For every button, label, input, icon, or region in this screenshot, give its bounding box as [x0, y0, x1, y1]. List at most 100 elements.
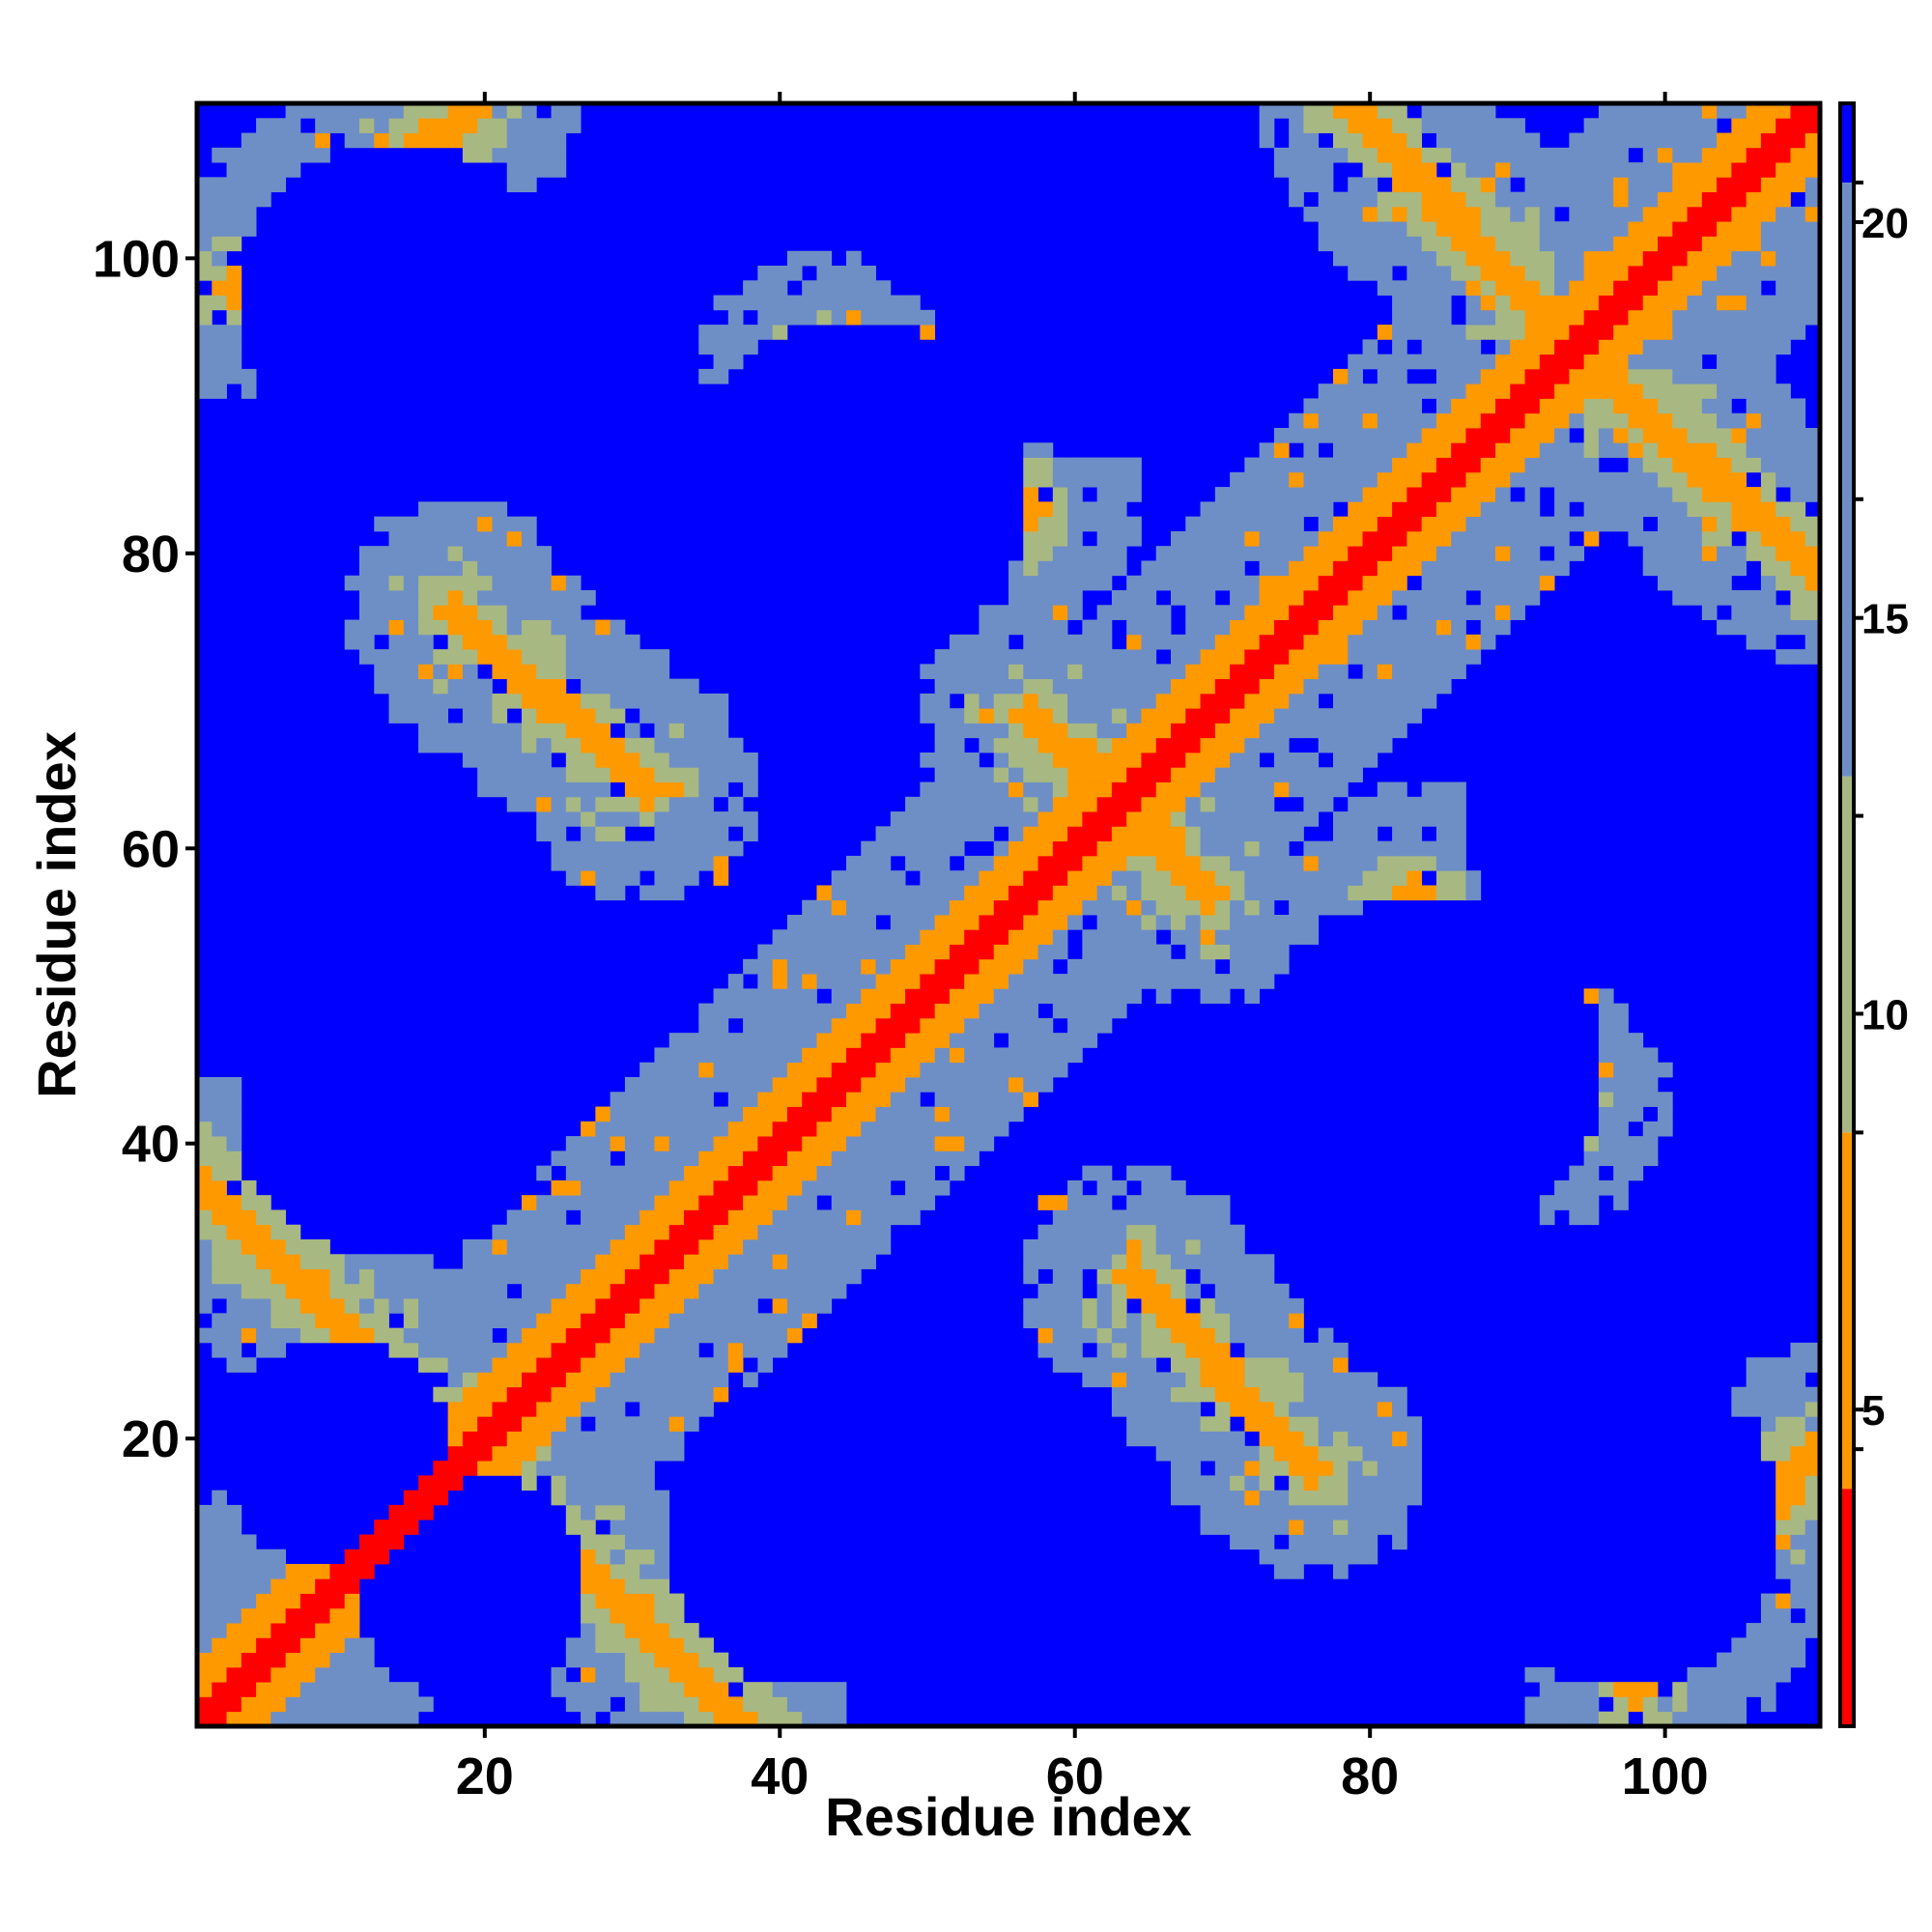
heatmap-cell — [920, 1151, 936, 1167]
heatmap-cell — [1126, 944, 1142, 960]
heatmap-cell — [1023, 1268, 1038, 1285]
heatmap-cell — [1539, 250, 1555, 267]
heatmap-cell — [1598, 162, 1614, 178]
heatmap-cell — [639, 1254, 655, 1269]
heatmap-cell — [403, 1342, 419, 1358]
heatmap-cell — [1658, 412, 1673, 429]
heatmap-cell — [1539, 1682, 1555, 1697]
heatmap-cell — [757, 1121, 774, 1137]
heatmap-cell — [949, 1003, 965, 1019]
heatmap-cell — [1096, 855, 1113, 871]
heatmap-cell — [1524, 398, 1541, 414]
heatmap-cell — [285, 1593, 301, 1609]
heatmap-cell — [1171, 1416, 1186, 1432]
heatmap-cell — [551, 1490, 567, 1506]
heatmap-cell — [654, 1445, 670, 1462]
heatmap-cell — [403, 634, 419, 650]
heatmap-cell — [1362, 737, 1378, 753]
heatmap-cell — [418, 1342, 434, 1358]
heatmap-cell — [536, 1372, 552, 1388]
heatmap-cell — [1023, 1239, 1038, 1255]
heatmap-cell — [374, 619, 389, 636]
heatmap-cell — [1524, 132, 1541, 149]
heatmap-cell — [1155, 767, 1172, 782]
heatmap-cell — [757, 1017, 774, 1034]
heatmap-cell — [1583, 147, 1600, 163]
heatmap-cell — [1273, 1520, 1290, 1535]
heatmap-cell — [344, 1283, 360, 1299]
heatmap-cell — [595, 1607, 611, 1624]
heatmap-cell — [522, 605, 537, 620]
heatmap-cell — [1672, 471, 1688, 488]
heatmap-cell — [1303, 1548, 1320, 1565]
heatmap-cell — [433, 664, 449, 680]
heatmap-cell — [285, 1327, 301, 1344]
heatmap-cell — [344, 1564, 360, 1579]
heatmap-cell — [212, 1136, 227, 1151]
heatmap-cell — [1554, 295, 1570, 311]
heatmap-cell — [698, 1092, 714, 1107]
heatmap-cell — [1348, 442, 1363, 458]
heatmap-cell — [1082, 1313, 1098, 1329]
heatmap-cell — [1171, 590, 1186, 606]
heatmap-cell — [506, 678, 523, 695]
heatmap-cell — [226, 1254, 242, 1269]
heatmap-cell — [1790, 560, 1806, 577]
heatmap-cell — [1613, 1106, 1629, 1122]
heatmap-cell — [595, 1652, 611, 1668]
heatmap-cell — [1687, 384, 1703, 399]
heatmap-cell — [1259, 678, 1275, 695]
heatmap-cell — [786, 1165, 803, 1181]
heatmap-cell — [624, 1357, 640, 1373]
heatmap-cell — [1348, 678, 1363, 695]
heatmap-cell — [1244, 723, 1261, 739]
heatmap-cell — [359, 546, 375, 561]
heatmap-cell — [639, 1402, 655, 1417]
heatmap-cell — [1435, 546, 1452, 561]
heatmap-cell — [639, 1151, 655, 1167]
heatmap-cell — [1126, 530, 1142, 547]
heatmap-cell — [1333, 1372, 1349, 1388]
heatmap-cell — [668, 840, 685, 857]
heatmap-cell — [1303, 1504, 1320, 1520]
heatmap-cell — [772, 1283, 788, 1299]
heatmap-cell — [1731, 501, 1747, 518]
heatmap-cell — [1333, 560, 1349, 577]
heatmap-cell — [522, 796, 537, 812]
heatmap-cell — [1687, 236, 1703, 252]
heatmap-cell — [1023, 1313, 1038, 1329]
heatmap-cell — [1554, 191, 1570, 208]
heatmap-cell — [1746, 590, 1762, 606]
heatmap-cell — [934, 796, 951, 812]
heatmap-cell — [1465, 280, 1482, 296]
heatmap-cell — [639, 1342, 655, 1358]
heatmap-cell — [492, 781, 508, 798]
heatmap-cell — [1259, 767, 1275, 782]
heatmap-cell — [1658, 280, 1673, 296]
heatmap-cell — [359, 1666, 375, 1683]
heatmap-cell — [713, 723, 729, 739]
heatmap-cell — [359, 1564, 375, 1579]
heatmap-cell — [979, 1033, 995, 1048]
heatmap-cell — [1348, 177, 1363, 193]
heatmap-cell — [1392, 546, 1407, 561]
heatmap-cell — [846, 958, 862, 975]
heatmap-cell — [727, 1077, 744, 1093]
heatmap-cell — [212, 1564, 227, 1579]
heatmap-cell — [581, 1402, 596, 1417]
heatmap-cell — [226, 1298, 242, 1314]
heatmap-cell — [595, 1637, 611, 1654]
heatmap-cell — [536, 781, 552, 798]
heatmap-cell — [1760, 442, 1776, 458]
heatmap-cell — [1554, 412, 1570, 429]
heatmap-cell — [1200, 1327, 1216, 1344]
heatmap-cell — [506, 575, 523, 591]
heatmap-cell — [743, 1342, 758, 1358]
heatmap-cell — [920, 1047, 936, 1064]
heatmap-cell — [1613, 1195, 1629, 1210]
heatmap-cell — [506, 1357, 523, 1373]
heatmap-cell — [979, 1092, 995, 1107]
heatmap-cell — [197, 236, 213, 252]
heatmap-cell — [1628, 221, 1644, 237]
